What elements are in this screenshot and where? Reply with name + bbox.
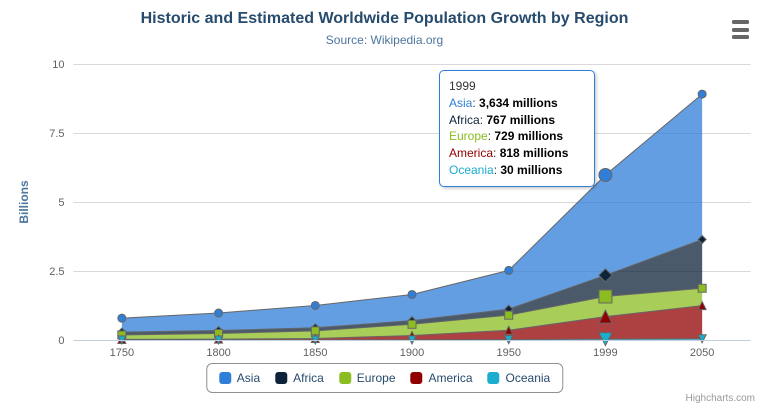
series-asia-area [121,94,703,333]
marker-asia-2050[interactable] [697,89,707,99]
x-tick-label: 1999 [593,347,617,359]
marker-africa-1999[interactable] [598,268,613,283]
y-tick-label: 10 [52,59,64,71]
x-tick-label: 1950 [496,347,520,359]
legend-label: Oceania [505,371,551,385]
marker-oceania-1900[interactable] [407,335,417,345]
x-tick-label: 1800 [206,347,230,359]
tooltip: 1999 Asia: 3,634 millions Africa: 767 mil… [439,70,595,187]
marker-asia-1800[interactable] [214,308,224,318]
marker-america-1999[interactable] [598,308,613,324]
series-area-stack [117,89,707,347]
marker-europe-1900[interactable] [407,319,417,329]
legend: Asia Africa Europe America Oceania [205,363,564,393]
chart-title: Historic and Estimated Worldwide Populat… [140,10,629,27]
hamburger-icon[interactable] [732,20,749,39]
legend-swatch-africa [275,372,288,384]
marker-asia-1900[interactable] [407,289,417,299]
series-oceania[interactable] [117,332,707,347]
marker-oceania-2050[interactable] [697,334,707,344]
legend-swatch-asia [218,372,231,384]
tooltip-row-america: America: 818 millions [449,146,569,161]
tooltip-rows: Asia: 3,634 millions Africa: 767 millions… [449,95,585,179]
series-america-area [121,305,703,340]
chart-subtitle: Source: Wikipedia.org [325,33,444,47]
x-tick-label: 1750 [110,347,134,359]
legend-item-africa[interactable]: Africa [275,371,324,385]
x-tick-label: 1900 [400,347,424,359]
tooltip-row-oceania: Oceania: 30 millions [449,162,563,177]
marker-america-2050[interactable] [697,300,707,311]
marker-asia-1850[interactable] [310,300,320,310]
y-tick-label: 2.5 [49,266,64,278]
legend-swatch-europe [338,372,351,384]
legend-swatch-oceania [487,372,500,384]
legend-item-america[interactable]: America [410,371,473,385]
marker-america-1950[interactable] [503,325,514,335]
x-tick-label: 2050 [690,347,714,359]
legend-label: America [428,371,473,385]
marker-asia-1750[interactable] [117,313,127,323]
tooltip-row-asia: Asia: 3,634 millions [449,95,558,110]
legend-item-asia[interactable]: Asia [218,371,261,385]
credits-link[interactable]: Highcharts.com [685,393,755,404]
y-tick-label: 0 [58,335,64,347]
marker-oceania-1850[interactable] [310,335,321,346]
tooltip-row-europe: Europe: 729 millions [449,129,564,144]
marker-asia-1950[interactable] [504,265,514,275]
marker-europe-1999[interactable] [598,289,613,304]
legend-label: Africa [293,371,324,385]
series-asia[interactable] [117,89,707,333]
legend-item-oceania[interactable]: Oceania [487,371,551,385]
hamburger-bar [732,20,749,24]
marker-europe-1950[interactable] [504,310,514,320]
legend-item-europe[interactable]: Europe [338,371,396,385]
marker-europe-2050[interactable] [697,283,707,293]
legend-swatch-america [410,372,423,384]
hamburger-bar [732,35,749,39]
marker-africa-2050[interactable] [697,234,707,245]
marker-oceania-1750[interactable] [117,335,127,346]
series-africa-area [121,239,703,335]
marker-oceania-1950[interactable] [503,335,514,345]
marker-oceania-1800[interactable] [213,335,224,346]
y-tick-label: 7.5 [49,128,64,140]
hamburger-bar [732,27,749,32]
y-axis-title: Billions [17,180,31,224]
legend-label: Europe [356,371,396,385]
y-tick-label: 5 [58,197,64,209]
x-axis-labels: 1750 1800 1850 1900 1950 1999 2050 [110,347,715,359]
tooltip-row-africa: Africa: 767 millions [449,112,556,127]
marker-asia-1999[interactable] [598,168,613,183]
marker-oceania-1999[interactable] [598,332,613,347]
x-tick-label: 1850 [303,347,327,359]
y-axis-labels: 0 2.5 5 7.5 10 [49,59,64,347]
legend-label: Asia [236,371,261,385]
tooltip-header: 1999 [449,79,476,93]
